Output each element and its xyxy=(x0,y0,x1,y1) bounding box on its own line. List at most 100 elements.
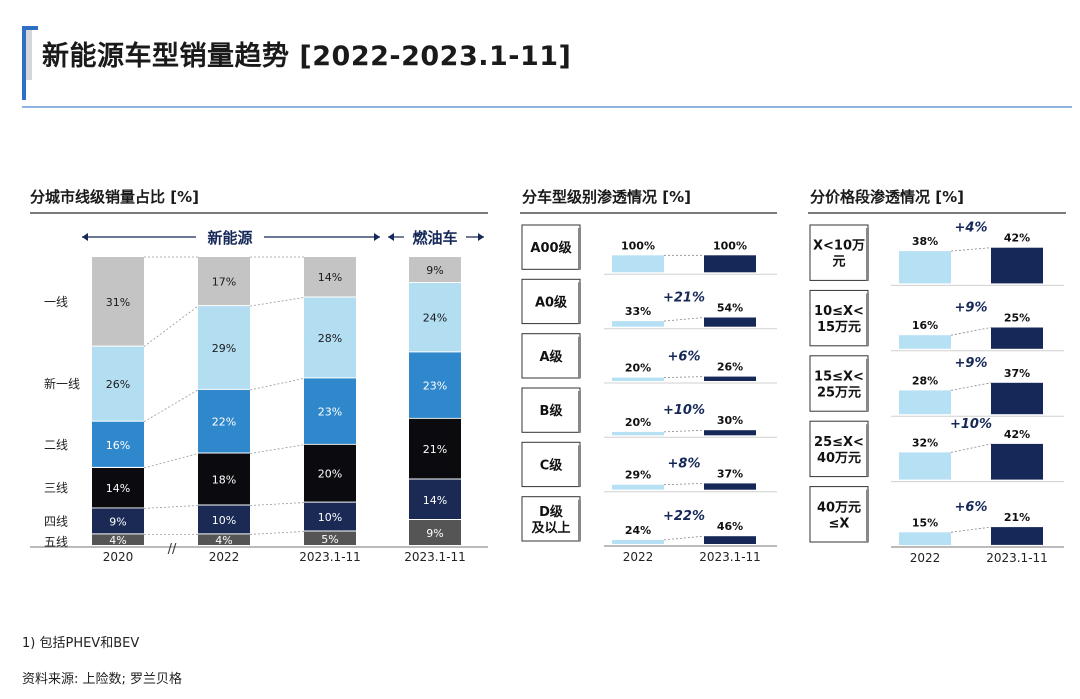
delta-label: +4% xyxy=(955,221,988,236)
bar-2023 xyxy=(704,536,756,544)
x-tick-label: 2023.1-11 xyxy=(699,550,761,564)
bar-value-label: 20% xyxy=(318,468,342,481)
row-label-box xyxy=(809,224,869,281)
connector-line xyxy=(663,483,705,486)
row-label-box-shadow xyxy=(578,445,581,487)
delta-label: +9% xyxy=(955,356,988,371)
bar-value-label: 29% xyxy=(212,342,236,355)
bar-2023 xyxy=(704,483,756,490)
connector-line xyxy=(950,247,992,252)
delta-label: +10% xyxy=(663,403,705,418)
connector-line xyxy=(249,444,305,454)
bar-value-label: 5% xyxy=(321,533,338,546)
bar-segment-3-3 xyxy=(409,352,461,418)
row-label-text: A级 xyxy=(539,349,563,365)
axis-break-mark: // xyxy=(168,542,177,557)
bar-2022 xyxy=(612,484,664,490)
x-tick-label: 2023.1-11 xyxy=(404,550,466,564)
bar-value-label: 4% xyxy=(215,534,232,547)
title-shade xyxy=(22,26,32,80)
bar-segment-1-2 xyxy=(304,502,356,531)
value-label-2022: 38% xyxy=(912,235,938,248)
connector-line xyxy=(663,317,705,322)
source-note: 资料来源: 上险数; 罗兰贝格 xyxy=(22,672,183,687)
bar-2023 xyxy=(991,527,1043,545)
bar-value-label: 10% xyxy=(212,514,236,527)
bar-value-label: 23% xyxy=(423,380,447,393)
row-label-text: 及以上 xyxy=(531,521,570,536)
tier-label: 新一线 xyxy=(44,376,80,391)
row-label-text: A0级 xyxy=(535,295,568,311)
bar-segment-0-0 xyxy=(92,534,144,545)
bar-value-label: 31% xyxy=(106,296,130,309)
value-label-2023: 26% xyxy=(717,361,743,374)
bar-value-label: 24% xyxy=(423,312,447,325)
row-label-box-shadow xyxy=(578,336,581,378)
connector-line xyxy=(143,389,199,423)
connector-line xyxy=(249,378,305,391)
connector-line xyxy=(663,376,705,378)
bar-segment-4-1 xyxy=(198,306,250,389)
bar-value-label: 4% xyxy=(109,534,126,547)
row-label-box xyxy=(809,420,869,478)
delta-label: +6% xyxy=(955,500,988,515)
value-label-2022: 24% xyxy=(625,524,651,537)
value-label-2023: 42% xyxy=(1004,428,1030,441)
tier-label: 二线 xyxy=(44,438,68,452)
bar-value-label: 23% xyxy=(318,406,342,419)
row-label-box-shadow xyxy=(866,424,869,477)
bar-2022 xyxy=(899,251,951,284)
x-tick-label: 2022 xyxy=(910,551,941,565)
bar-value-label: 9% xyxy=(426,527,443,540)
chart2-title: 分车型级别渗透情况 [%] xyxy=(522,188,691,206)
bar-segment-1-3 xyxy=(409,479,461,519)
title-divider xyxy=(22,106,1072,108)
bar-2023 xyxy=(704,317,756,327)
row-label-text: A00级 xyxy=(530,240,572,256)
row-label-box xyxy=(521,333,581,379)
delta-label: +8% xyxy=(668,456,701,471)
value-label-2023: 21% xyxy=(1004,511,1030,524)
value-label-2023: 42% xyxy=(1004,232,1030,245)
tier-label: 一线 xyxy=(44,295,68,309)
page-title: 新能源车型销量趋势 [2022-2023.1-11] xyxy=(42,41,572,72)
bar-segment-2-3 xyxy=(409,418,461,479)
bar-2023 xyxy=(991,247,1043,284)
bar-2022 xyxy=(899,532,951,546)
delta-label: +21% xyxy=(663,291,705,306)
chart2-title-rule xyxy=(520,212,777,214)
bar-value-label: 18% xyxy=(212,474,236,487)
left-arrowhead-icon xyxy=(82,233,88,241)
chart2-segment-penetration: A00级 100% 100% A0级 33% 54% +21% A级 20% 26% +6% B级 20… xyxy=(521,224,777,564)
connector-line xyxy=(143,305,199,347)
x-tick-label: 2022 xyxy=(623,550,654,564)
bar-segment-0-2 xyxy=(304,531,356,545)
row-label-text: 25≤X< xyxy=(814,435,864,450)
value-label-2022: 20% xyxy=(625,416,651,429)
bar-segment-2-2 xyxy=(304,444,356,502)
bar-value-label: 21% xyxy=(423,443,447,456)
value-label-2023: 37% xyxy=(1004,367,1030,380)
bar-2023 xyxy=(704,255,756,273)
tier-label: 四线 xyxy=(44,514,68,528)
row-label-box-shadow xyxy=(578,282,581,324)
bar-value-label: 28% xyxy=(318,332,342,345)
value-label-2023: 25% xyxy=(1004,312,1030,325)
x-tick-label: 2020 xyxy=(103,550,134,564)
bar-2022 xyxy=(899,335,951,349)
bar-2023 xyxy=(704,430,756,436)
value-label-2022: 100% xyxy=(621,239,655,252)
connector-line xyxy=(950,443,992,453)
bar-value-label: 9% xyxy=(109,515,126,528)
bar-value-label: 14% xyxy=(318,271,342,284)
bar-segment-4-0 xyxy=(92,346,144,421)
bar-2023 xyxy=(991,382,1043,415)
value-label-2022: 15% xyxy=(912,516,938,529)
row-label-box-shadow xyxy=(578,391,581,433)
bar-segment-4-2 xyxy=(304,297,356,378)
chart3-title-rule xyxy=(808,212,1066,214)
row-label-text: D级 xyxy=(539,504,564,520)
delta-label: +6% xyxy=(668,350,701,365)
value-label-2022: 28% xyxy=(912,374,938,387)
value-label-2023: 37% xyxy=(717,467,743,480)
